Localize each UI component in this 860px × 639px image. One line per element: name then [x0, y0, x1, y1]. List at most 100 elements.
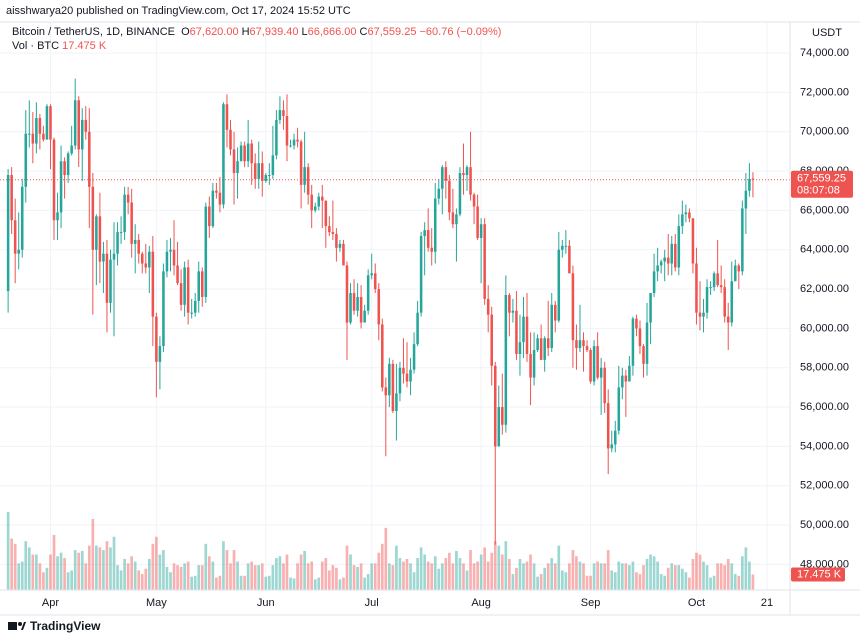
- volume-bar: [105, 541, 109, 590]
- candle-body: [63, 161, 66, 176]
- candle-body: [204, 206, 208, 297]
- candle-body: [243, 145, 246, 162]
- volume-bar: [17, 563, 21, 590]
- volume-bar: [606, 550, 610, 590]
- candle-body: [624, 375, 628, 382]
- candle-body: [501, 407, 504, 425]
- symbol: Bitcoin / TetherUS, 1D, BINANCE: [12, 26, 176, 38]
- volume-bar: [620, 563, 624, 590]
- candle-body: [56, 212, 59, 221]
- volume-bar: [582, 563, 585, 590]
- candle-body: [448, 180, 451, 213]
- candle-body: [176, 265, 179, 284]
- volume-bar: [733, 574, 737, 590]
- volume-bar: [716, 563, 719, 590]
- volume-bar: [603, 563, 607, 590]
- volume-bar: [433, 556, 437, 590]
- volume-bar: [179, 566, 183, 590]
- volume-bar: [310, 561, 314, 590]
- volume-bar: [712, 575, 716, 590]
- candle-body: [469, 167, 472, 195]
- volume-bar: [656, 561, 659, 590]
- volume-bar: [380, 543, 384, 590]
- candle-body: [741, 208, 744, 272]
- candle-body: [433, 198, 437, 252]
- volume-bar: [275, 558, 278, 590]
- volume-bar: [532, 563, 536, 590]
- candle-body: [705, 287, 709, 313]
- volume-bar: [426, 561, 430, 590]
- candle-body: [543, 338, 546, 360]
- volume-bar: [236, 561, 239, 590]
- candle-body: [91, 186, 95, 250]
- candle-body: [571, 273, 575, 341]
- candle-body: [183, 267, 186, 305]
- candle-body: [430, 247, 433, 252]
- volume-bar: [497, 545, 501, 590]
- volume-bar: [137, 570, 141, 590]
- candle-body: [525, 316, 529, 354]
- volume-bar: [684, 572, 688, 590]
- candle-body: [28, 133, 31, 135]
- candle-body: [250, 143, 253, 164]
- candle-body: [49, 106, 52, 140]
- candle-body: [585, 346, 589, 351]
- volume-bar: [218, 575, 222, 590]
- volume-bar: [257, 565, 261, 590]
- volume-bar: [204, 543, 208, 590]
- volume-bar: [635, 572, 638, 590]
- volume-bar: [296, 563, 299, 590]
- volume-bar: [260, 563, 264, 590]
- candle-body: [218, 192, 222, 205]
- volume-bar: [610, 570, 614, 590]
- y-tick-label: 50,000.00: [800, 519, 849, 531]
- candle-body: [709, 287, 712, 289]
- volume-bar: [20, 561, 24, 590]
- candle-body: [222, 104, 225, 205]
- candle-body: [271, 155, 275, 176]
- candle-body: [712, 273, 716, 288]
- volume-bar: [688, 577, 691, 590]
- candle-body: [148, 251, 151, 268]
- candle-body: [688, 212, 691, 219]
- candle-body: [264, 175, 268, 181]
- volume-bar: [320, 561, 324, 590]
- y-tick-label: 62,000.00: [800, 283, 849, 295]
- candle-body: [59, 161, 63, 213]
- volume-bar: [575, 556, 578, 590]
- volume-bar: [27, 547, 31, 590]
- volume-bar: [723, 565, 727, 590]
- volume-bar: [155, 536, 158, 590]
- volume-bar: [705, 565, 709, 590]
- candle-body: [338, 243, 342, 248]
- volume-bar: [24, 541, 28, 590]
- candle-body: [310, 194, 313, 211]
- candle-body: [402, 367, 405, 374]
- candle-body: [416, 312, 419, 345]
- candle-body: [391, 363, 395, 412]
- candle-body: [208, 206, 211, 227]
- candle-body: [578, 340, 582, 349]
- volume-bar: [465, 570, 469, 590]
- candle-body: [377, 289, 381, 325]
- candle-body: [748, 178, 751, 191]
- volume-bar: [737, 575, 741, 590]
- candle-body: [603, 367, 606, 404]
- candle-body: [483, 224, 486, 299]
- candle-body: [366, 275, 370, 311]
- candle-body: [613, 430, 617, 445]
- volume-bar: [448, 552, 451, 590]
- volume-bar: [515, 567, 518, 590]
- candle-body: [331, 232, 335, 235]
- candle-body: [550, 304, 553, 349]
- candle-body: [84, 119, 88, 132]
- x-tick-label: Oct: [688, 597, 705, 609]
- volume-bar: [437, 568, 441, 590]
- volume-bar: [31, 554, 35, 590]
- volume-bar: [193, 575, 197, 590]
- volume-bar: [151, 543, 155, 590]
- x-tick-label: May: [146, 597, 167, 609]
- candle-body: [734, 265, 737, 282]
- volume-bar: [80, 550, 84, 590]
- candle-body: [395, 393, 398, 412]
